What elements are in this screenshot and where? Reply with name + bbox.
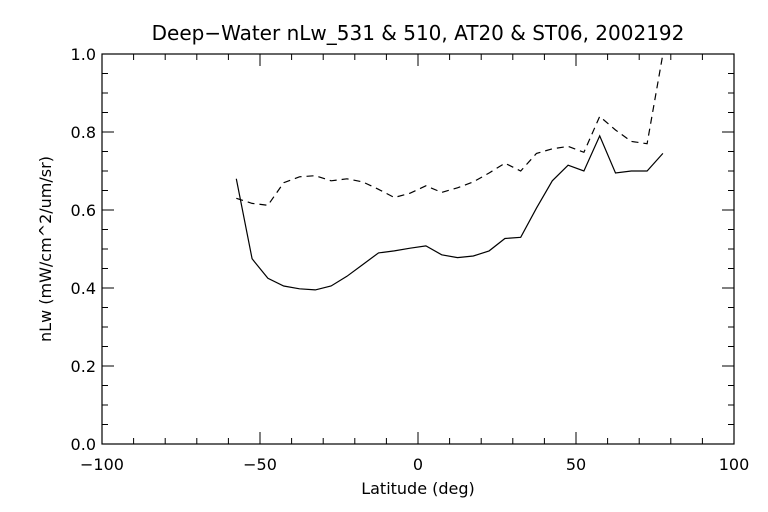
x-tick-label: 100 — [719, 455, 750, 474]
chart-title: Deep−Water nLw_531 & 510, AT20 & ST06, 2… — [152, 21, 685, 45]
y-tick-label: 0.8 — [71, 123, 96, 142]
y-tick-label: 0.6 — [71, 201, 96, 220]
y-tick-label: 0.2 — [71, 357, 96, 376]
x-tick-label: 0 — [413, 455, 423, 474]
x-tick-label: −100 — [80, 455, 124, 474]
y-tick-label: 0.4 — [71, 279, 96, 298]
plot-frame — [101, 53, 735, 445]
series-line-solid — [235, 134, 664, 291]
x-tick-label: −50 — [243, 455, 277, 474]
series-line-dashed — [236, 53, 664, 206]
y-tick-label: 1.0 — [71, 45, 96, 64]
y-tick-label: 0.0 — [71, 435, 96, 454]
y-axis-label: nLw (mW/cm^2/um/sr) — [36, 156, 55, 342]
series-layer — [235, 53, 664, 291]
x-axis-label: Latitude (deg) — [361, 479, 475, 498]
x-tick-label: 50 — [566, 455, 586, 474]
axis-ticks — [101, 53, 735, 445]
tick-labels: −100 −50 0 50 100 0.0 0.2 0.4 0.6 0.8 1.0 — [71, 45, 750, 474]
